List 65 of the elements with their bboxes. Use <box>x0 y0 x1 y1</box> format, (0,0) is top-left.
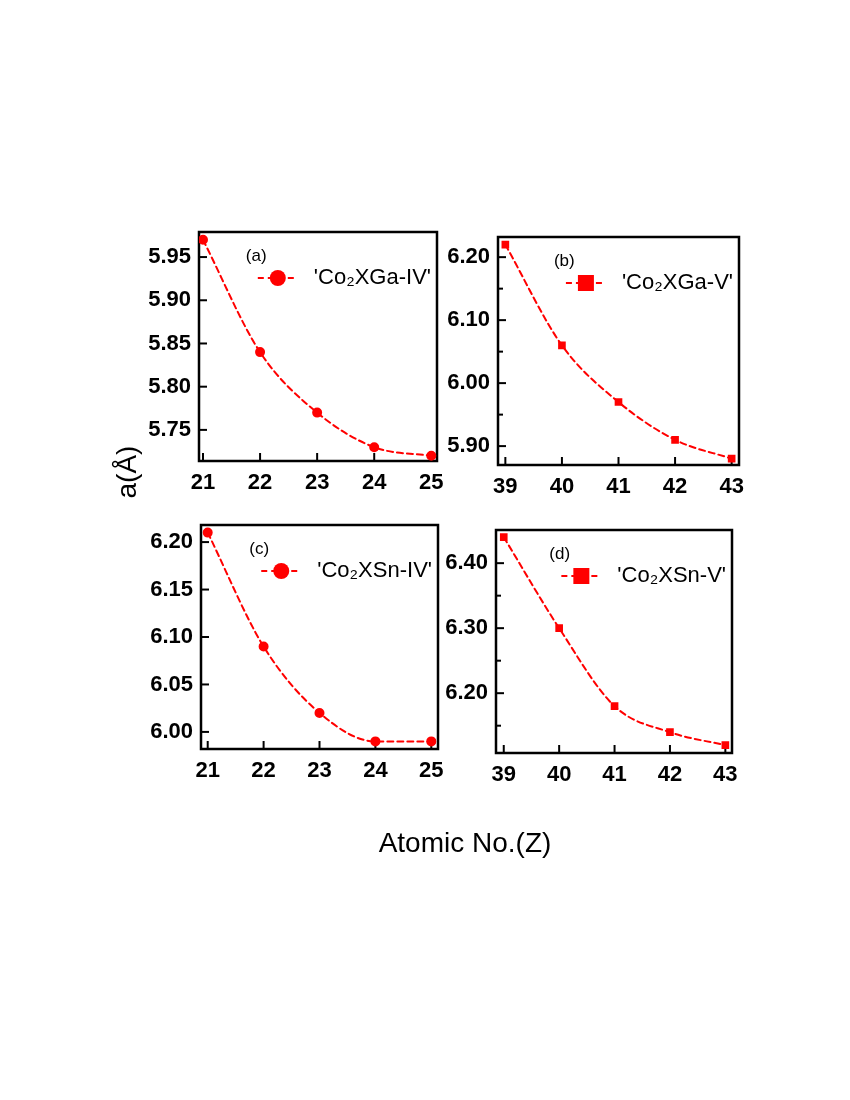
y-tick-label: 6.30 <box>445 614 488 640</box>
point <box>499 533 508 541</box>
x-tick-label: 40 <box>549 473 575 499</box>
legend-label: 'Co₂XSn-V' <box>617 562 727 588</box>
point <box>558 341 566 350</box>
x-tick-label: 43 <box>713 761 738 787</box>
y-axis-title: a(Å) <box>111 445 142 499</box>
x-tick-label: 41 <box>602 761 627 787</box>
x-axis-title: Atomic No.(Z) <box>378 827 552 858</box>
y-tick-label: 5.85 <box>148 329 191 355</box>
x-tick-label: 42 <box>662 473 688 499</box>
point <box>610 702 619 711</box>
point <box>671 435 679 444</box>
point <box>312 407 323 418</box>
x-tick-label: 40 <box>546 761 572 787</box>
point <box>721 741 730 750</box>
y-tick-label: 6.40 <box>445 549 488 575</box>
y-tick-label: 5.80 <box>148 372 191 398</box>
y-tick-label: 6.10 <box>447 306 490 332</box>
point <box>426 450 437 461</box>
x-tick-label: 24 <box>363 757 389 783</box>
x-tick-label: 41 <box>606 473 631 499</box>
y-tick-label: 6.20 <box>447 243 490 269</box>
x-tick-label: 24 <box>361 469 388 495</box>
point <box>666 728 674 737</box>
y-tick-label: 5.75 <box>148 415 191 441</box>
point <box>258 641 269 652</box>
y-tick-label: 6.20 <box>150 528 193 554</box>
legend-label: 'Co₂XGa-IV' <box>313 264 432 290</box>
point <box>199 234 208 245</box>
x-tick-label: 39 <box>491 761 516 787</box>
x-tick-label: 25 <box>419 757 444 783</box>
x-tick-label: 21 <box>190 469 216 495</box>
y-tick-label: 5.90 <box>148 286 191 312</box>
point <box>255 347 266 358</box>
x-tick-label: 42 <box>657 761 683 787</box>
x-tick-label: 43 <box>719 473 744 499</box>
x-tick-label: 22 <box>247 469 273 495</box>
point <box>202 527 213 538</box>
x-tick-label: 21 <box>195 757 220 783</box>
x-tick-label: 25 <box>419 469 444 495</box>
point <box>369 442 380 453</box>
y-tick-label: 6.00 <box>150 717 193 743</box>
point <box>370 736 381 747</box>
x-tick-label: 39 <box>493 473 518 499</box>
legend-label: 'Co₂XGa-V' <box>621 269 734 295</box>
y-tick-label: 6.00 <box>447 369 490 395</box>
y-tick-label: 5.90 <box>447 432 490 458</box>
y-tick-label: 5.95 <box>148 243 191 269</box>
y-tick-label: 6.20 <box>445 679 488 705</box>
annotation: (d) <box>549 543 571 563</box>
y-tick-label: 6.15 <box>150 575 193 601</box>
annotation: (c) <box>249 538 270 558</box>
point <box>314 707 325 718</box>
legend-label: 'Co₂XSn-IV' <box>317 557 433 583</box>
point <box>555 624 563 632</box>
annotation: (a) <box>245 245 267 265</box>
y-tick-label: 6.10 <box>150 623 193 649</box>
annotation: (b) <box>553 250 575 270</box>
point <box>614 398 623 406</box>
y-tick-label: 6.05 <box>150 670 193 696</box>
x-tick-label: 22 <box>251 757 276 783</box>
x-tick-label: 23 <box>307 757 332 783</box>
x-tick-label: 23 <box>304 469 330 495</box>
point <box>426 736 437 747</box>
